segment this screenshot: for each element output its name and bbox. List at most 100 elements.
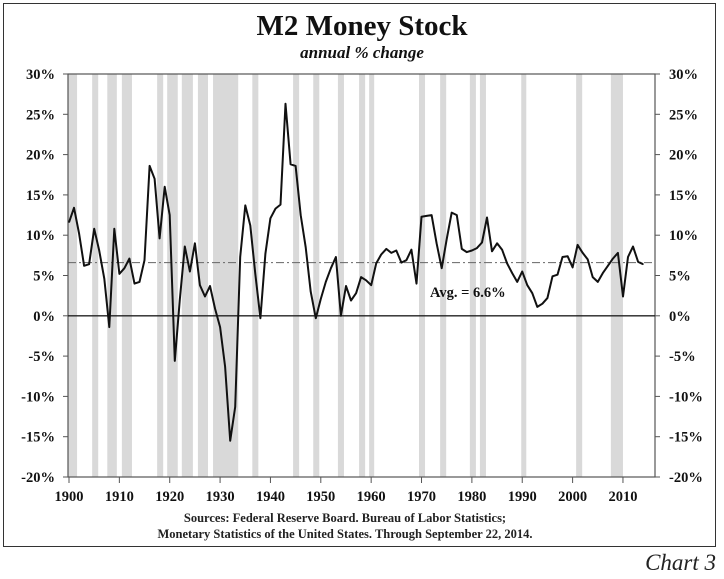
recession-shading bbox=[313, 74, 320, 477]
data-point bbox=[566, 255, 569, 257]
y-tick-label-right: 0% bbox=[669, 309, 691, 325]
recession-shading bbox=[92, 74, 99, 477]
data-point bbox=[380, 253, 382, 256]
chart-subtitle: annual % change bbox=[300, 43, 424, 62]
data-point bbox=[602, 272, 604, 274]
data-point bbox=[425, 215, 428, 217]
data-point bbox=[592, 276, 594, 278]
y-tick-label-right: 5% bbox=[669, 269, 691, 285]
data-point bbox=[154, 178, 156, 180]
y-tick-label-left: -15% bbox=[21, 430, 55, 446]
recession-shading bbox=[479, 74, 486, 477]
recession-shading bbox=[121, 74, 132, 477]
data-point bbox=[410, 249, 413, 251]
y-tick-label-left: 30% bbox=[26, 67, 55, 83]
data-point bbox=[164, 186, 166, 188]
data-point bbox=[113, 228, 115, 230]
data-point bbox=[199, 284, 201, 286]
y-tick-label-right: 15% bbox=[669, 188, 698, 204]
data-point bbox=[627, 256, 629, 258]
data-point bbox=[103, 278, 105, 280]
data-point bbox=[451, 212, 453, 214]
data-point bbox=[244, 204, 246, 206]
data-point bbox=[88, 263, 90, 265]
recession-shading bbox=[293, 74, 300, 477]
data-point bbox=[325, 281, 327, 283]
data-point bbox=[365, 279, 367, 281]
y-tick-label-left: 20% bbox=[26, 148, 55, 164]
data-point bbox=[214, 307, 216, 310]
data-point bbox=[169, 214, 171, 216]
data-point bbox=[441, 267, 443, 269]
data-point bbox=[78, 232, 80, 235]
data-point bbox=[350, 299, 352, 302]
recession-shading bbox=[440, 74, 447, 477]
recession-shading bbox=[419, 74, 426, 477]
data-point bbox=[204, 295, 206, 298]
data-point bbox=[501, 249, 503, 251]
data-point bbox=[405, 259, 408, 261]
data-point bbox=[415, 282, 418, 285]
data-point bbox=[128, 257, 131, 260]
data-point bbox=[622, 295, 624, 298]
y-tick-label-left: -10% bbox=[21, 389, 55, 405]
data-point bbox=[123, 267, 125, 269]
recession-shading bbox=[359, 74, 366, 477]
data-point bbox=[118, 273, 120, 275]
data-point bbox=[491, 250, 493, 252]
data-point bbox=[572, 266, 574, 269]
y-tick-label-right: -10% bbox=[669, 389, 703, 405]
data-point bbox=[521, 270, 523, 273]
y-tick-label-right: 30% bbox=[669, 67, 698, 83]
data-point bbox=[259, 317, 261, 319]
data-point bbox=[229, 440, 231, 442]
data-point bbox=[582, 252, 584, 254]
data-point bbox=[360, 276, 362, 278]
data-point bbox=[340, 315, 342, 317]
y-tick-label-right: -15% bbox=[669, 430, 703, 446]
data-point bbox=[148, 165, 151, 167]
data-point bbox=[577, 244, 579, 246]
y-tick-label-left: 25% bbox=[26, 107, 55, 123]
data-point bbox=[138, 281, 141, 283]
recession-shading bbox=[337, 74, 344, 477]
data-point bbox=[456, 214, 458, 216]
data-point bbox=[219, 326, 221, 328]
x-tick-label: 2000 bbox=[558, 489, 587, 505]
data-point bbox=[536, 306, 538, 308]
data-point bbox=[556, 274, 559, 276]
data-point bbox=[289, 163, 292, 165]
x-tick-label: 1970 bbox=[407, 489, 436, 505]
data-point bbox=[305, 246, 307, 248]
data-point bbox=[420, 216, 423, 218]
sources-line-2: Monetary Statistics of the United States… bbox=[157, 527, 533, 541]
data-point bbox=[73, 207, 75, 209]
y-tick-label-left: -5% bbox=[28, 349, 55, 365]
x-tick-label: 1910 bbox=[105, 489, 134, 505]
y-tick-label-left: 5% bbox=[33, 269, 55, 285]
data-point bbox=[264, 253, 267, 255]
data-point bbox=[612, 257, 614, 260]
data-point bbox=[254, 273, 256, 275]
data-point bbox=[335, 256, 337, 258]
data-point bbox=[617, 252, 619, 254]
data-point bbox=[607, 265, 609, 267]
data-point bbox=[541, 303, 543, 305]
average-label: Avg. = 6.6% bbox=[430, 285, 506, 301]
data-point bbox=[330, 267, 332, 269]
data-point bbox=[234, 406, 236, 408]
data-point bbox=[355, 292, 357, 294]
data-point bbox=[400, 262, 402, 264]
data-point bbox=[375, 262, 377, 265]
x-tick-label: 1930 bbox=[206, 489, 235, 505]
recession-shading bbox=[68, 74, 78, 477]
data-point bbox=[506, 262, 508, 265]
data-point bbox=[476, 247, 478, 249]
chart-number: Chart 3 bbox=[645, 550, 716, 575]
recession-shading bbox=[157, 74, 164, 477]
data-point bbox=[531, 292, 533, 294]
data-point bbox=[310, 291, 312, 293]
recession-shading bbox=[197, 74, 208, 477]
data-point bbox=[526, 284, 528, 286]
